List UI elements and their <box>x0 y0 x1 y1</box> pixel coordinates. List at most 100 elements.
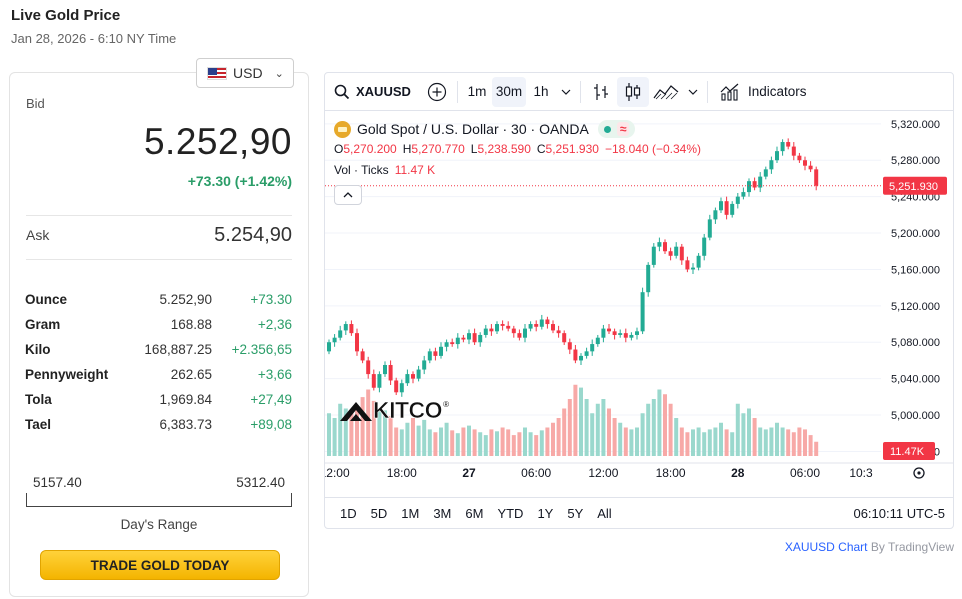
price-axis-label: 5,280.000 <box>891 155 940 167</box>
candle-body <box>618 333 623 335</box>
timezone-clock[interactable]: 06:10:11 UTC-5 <box>853 506 945 521</box>
volume-tag-label: 11.47K <box>890 446 925 458</box>
indicators-button[interactable]: Indicators <box>712 77 815 107</box>
volume-bar <box>696 427 701 456</box>
range-1m-button[interactable]: 1M <box>401 506 420 521</box>
candle-body <box>668 251 673 256</box>
range-bar <box>26 493 292 507</box>
candle-body <box>495 324 499 332</box>
market-open-dot-icon <box>603 125 611 133</box>
candle-body <box>399 383 404 393</box>
time-axis-label: 18:00 <box>656 466 686 480</box>
candle-body <box>517 333 522 338</box>
candle-body <box>679 246 684 261</box>
candle-body <box>735 196 740 204</box>
volume-bar <box>332 418 337 456</box>
volume-bar <box>590 413 595 456</box>
volume-bar <box>327 413 331 456</box>
interval-1m[interactable]: 1m <box>467 84 487 99</box>
volume-bar <box>489 429 494 456</box>
volume-bar <box>752 418 757 456</box>
unit-price: 262.65 <box>170 367 212 382</box>
interval-1h[interactable]: 1h <box>533 84 549 99</box>
volume-bar <box>467 425 471 456</box>
ask-value: 5.254,90 <box>214 224 292 246</box>
candle-body <box>719 201 723 211</box>
toolbar-separator <box>580 80 581 103</box>
range-1d-button[interactable]: 1D <box>340 506 357 521</box>
volume-bar <box>786 429 791 456</box>
volume-bar <box>427 429 432 456</box>
chevron-down-icon: ⌄ <box>274 67 284 80</box>
area-style-button[interactable] <box>649 77 683 107</box>
volume-bar <box>797 427 802 456</box>
unit-row-tael: Tael 6,383.73 +89,08 <box>25 412 292 437</box>
candle-body <box>769 160 774 170</box>
range-all-button[interactable]: All <box>597 506 612 521</box>
bid-change: +73.30 (+1.42%) <box>187 173 292 189</box>
candle-body <box>427 351 432 361</box>
candles-style-button[interactable] <box>617 76 649 107</box>
trade-gold-button[interactable]: TRADE GOLD TODAY <box>40 550 280 580</box>
chart-type-dropdown[interactable] <box>683 77 703 107</box>
volume-bar <box>713 427 718 456</box>
range-5y-button[interactable]: 5Y <box>567 506 584 521</box>
candle-body <box>780 142 785 152</box>
candle-body <box>747 181 751 193</box>
volume-bar <box>472 429 477 456</box>
candle-body <box>651 246 656 265</box>
range-high: 5312.40 <box>236 475 285 490</box>
candle-body <box>707 219 712 238</box>
ohlc-low: 5,238.590 <box>477 142 531 156</box>
candle-body <box>730 203 735 215</box>
gold-bar-icon <box>334 120 351 138</box>
currency-value: USD <box>233 65 263 81</box>
bars-icon <box>594 83 608 100</box>
area-chart-icon <box>653 84 679 99</box>
time-axis-label: 27 <box>462 466 476 480</box>
volume-bar <box>775 422 779 456</box>
market-status-pill[interactable]: ≈ <box>597 120 636 138</box>
range-3m-button[interactable]: 3M <box>433 506 452 521</box>
candle-body <box>383 364 387 375</box>
attribution-link[interactable]: XAUUSD Chart <box>784 540 868 554</box>
candle-body <box>763 169 768 177</box>
compare-add-button[interactable] <box>421 77 453 107</box>
volume-bar <box>371 400 376 456</box>
time-axis-label: 28 <box>731 466 745 480</box>
range-1y-button[interactable]: 1Y <box>537 506 554 521</box>
time-axis-label: 12:00 <box>588 466 618 480</box>
interval-dropdown[interactable] <box>556 77 576 107</box>
volume-bar <box>769 427 774 456</box>
volume-bar <box>439 427 443 456</box>
volume-bar <box>618 422 623 456</box>
interval-30m[interactable]: 30m <box>492 76 526 107</box>
candle-body <box>808 165 813 170</box>
currency-select[interactable]: USD ⌄ <box>196 58 294 88</box>
candle-body <box>612 331 617 335</box>
candle-body <box>450 342 455 345</box>
volume-label: Vol · Ticks <box>334 163 389 177</box>
candle-body <box>349 324 354 334</box>
candle-body <box>607 328 611 332</box>
unit-name: Gram <box>25 317 61 332</box>
time-axis-label: 10:3 <box>849 466 873 480</box>
volume-bar <box>595 403 600 456</box>
volume-bar <box>534 435 539 456</box>
volume-bar <box>612 418 617 456</box>
candle-body <box>567 342 572 350</box>
candle-body <box>439 346 443 356</box>
candle-body <box>405 374 410 384</box>
symbol-search[interactable]: XAUUSD <box>325 77 421 107</box>
unit-row-tola: Tola 1,969.84 +27,49 <box>25 387 292 412</box>
ohlc-open: 5,270.200 <box>343 142 397 156</box>
range-5d-button[interactable]: 5D <box>370 506 388 521</box>
bars-style-button[interactable] <box>585 77 617 107</box>
range-6m-button[interactable]: 6M <box>465 506 484 521</box>
collapse-legend-button[interactable] <box>334 185 362 205</box>
candle-body <box>724 201 729 215</box>
candle-body <box>562 333 567 343</box>
price-chart[interactable]: 5,320.0005,280.0005,240.0005,200.0005,16… <box>325 112 954 497</box>
range-ytd-button[interactable]: YTD <box>497 506 524 521</box>
volume-bar <box>416 425 421 456</box>
